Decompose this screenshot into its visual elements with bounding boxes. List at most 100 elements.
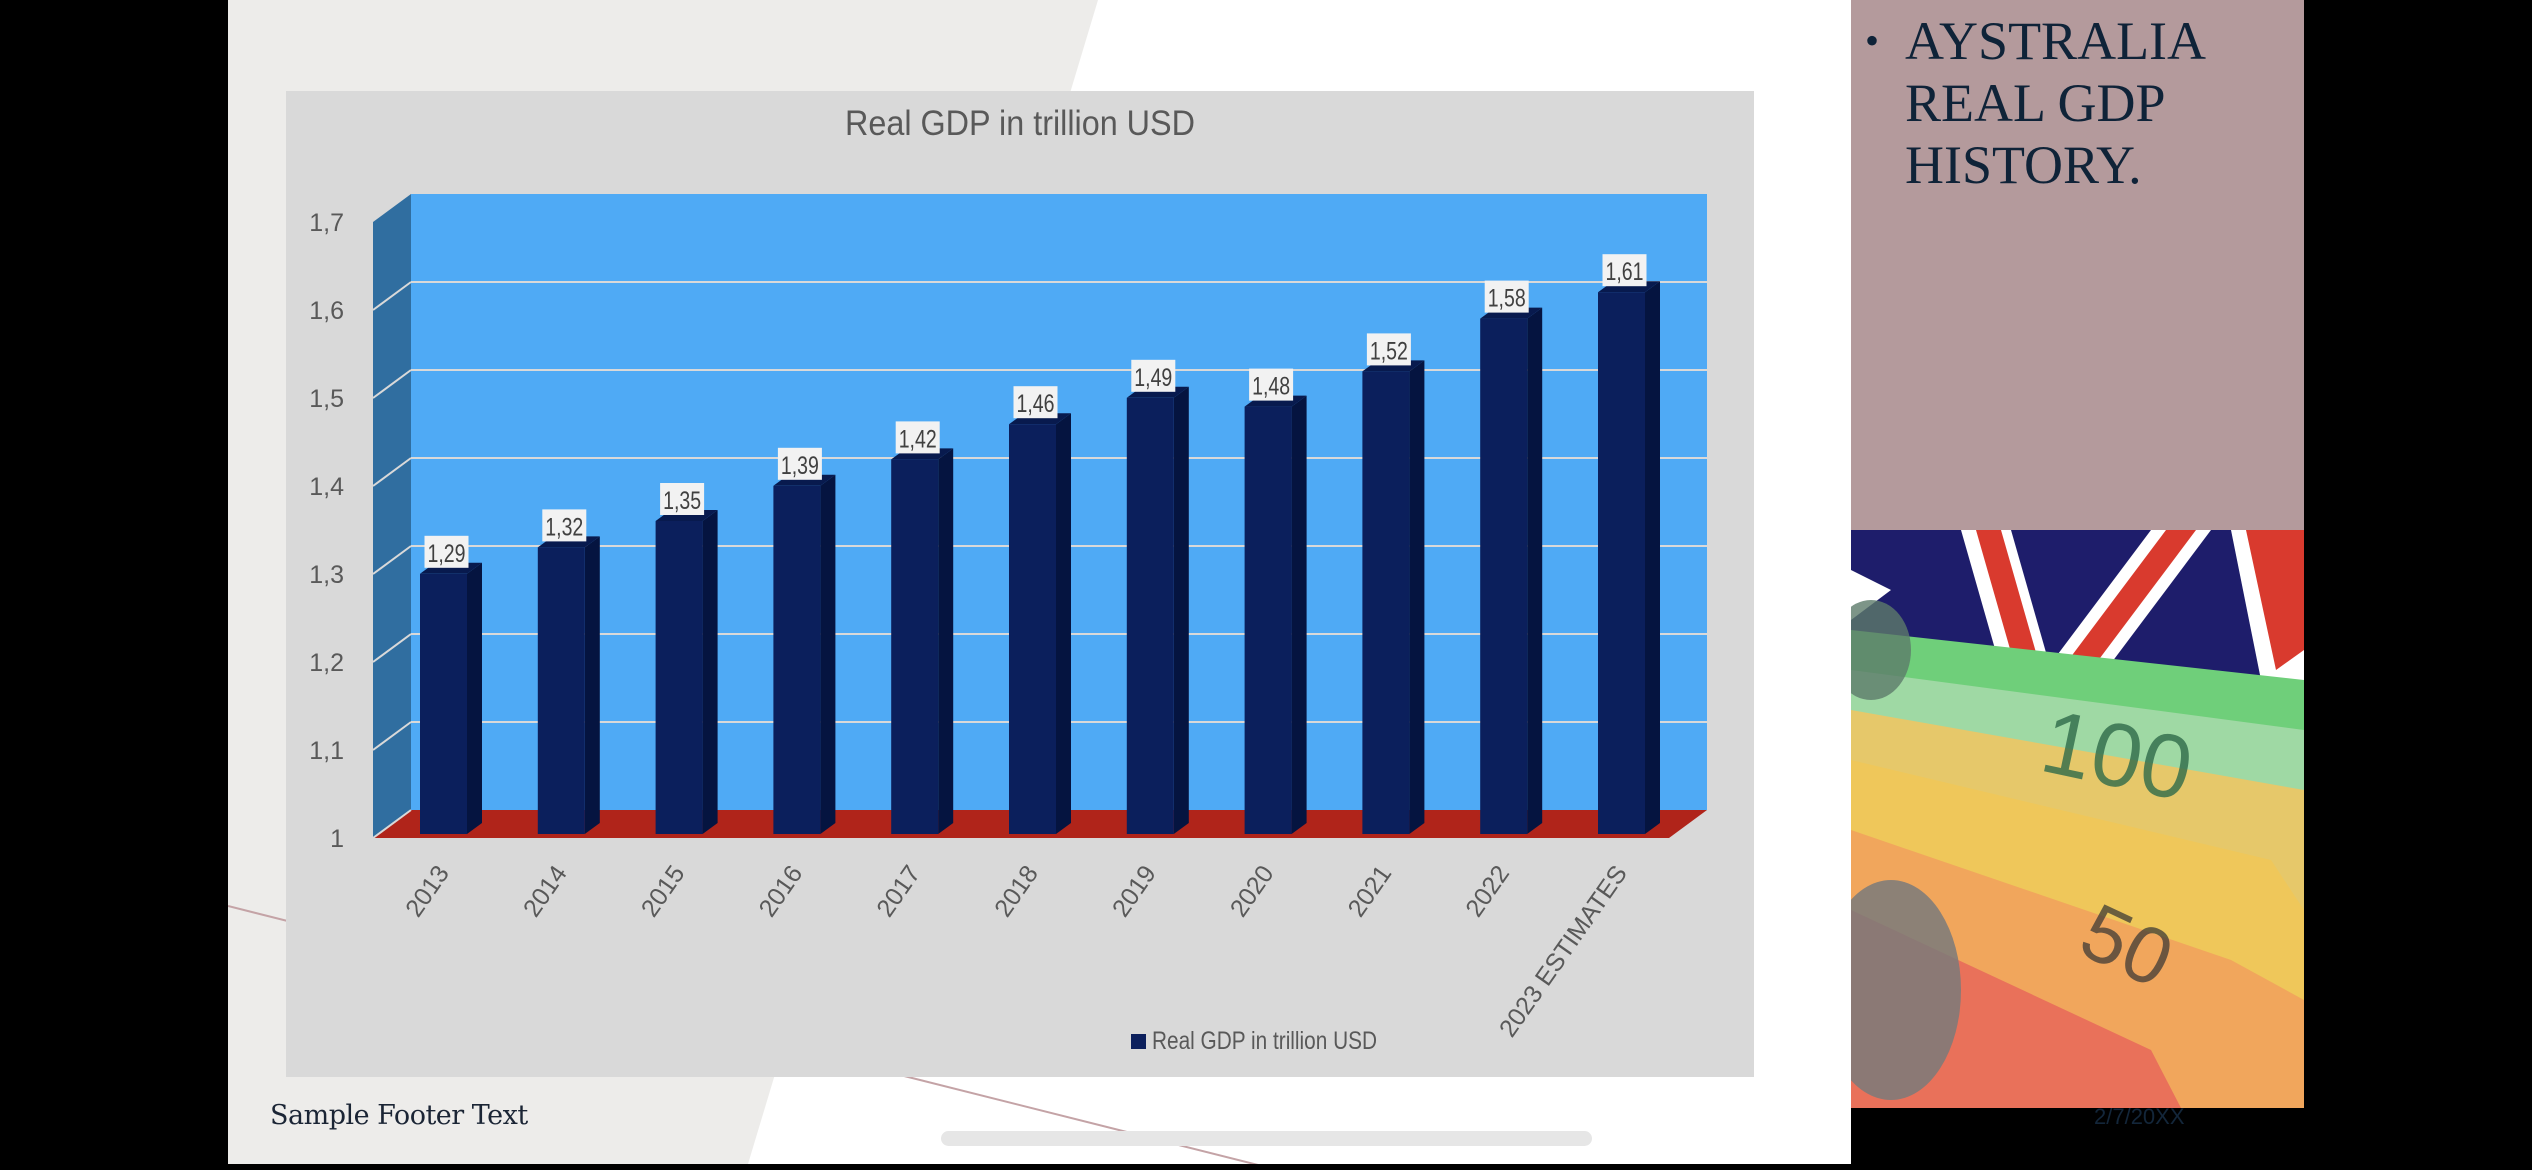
x-tick-label: 2018 xyxy=(989,860,1044,922)
bar-front xyxy=(655,521,703,834)
horizontal-scrollbar[interactable] xyxy=(941,1131,1592,1146)
data-label-bg xyxy=(1013,386,1058,419)
bar xyxy=(1362,360,1425,834)
x-tick-label: 2014 xyxy=(518,860,573,922)
y-tick-label: 1 xyxy=(330,825,344,853)
data-label-bg xyxy=(660,483,705,515)
bar-front xyxy=(1126,397,1174,834)
x-tick-label: 2023 ESTIMATES xyxy=(1494,860,1633,1042)
bar xyxy=(537,536,600,834)
data-label: 1,29 xyxy=(428,540,466,568)
bar-front xyxy=(537,547,585,834)
bar-side xyxy=(1173,386,1189,834)
data-label: 1,32 xyxy=(545,513,583,541)
side-wall xyxy=(373,194,411,838)
x-tick-label: 2013 xyxy=(400,860,455,922)
data-label-bg xyxy=(1366,333,1411,366)
gridline-side xyxy=(372,545,412,575)
bar-side xyxy=(467,562,482,834)
gridline-side xyxy=(372,721,412,751)
data-label: 1,46 xyxy=(1017,390,1055,418)
data-label-bg xyxy=(424,535,469,568)
bar-front xyxy=(1244,406,1292,834)
x-tick-label: 2016 xyxy=(753,860,808,922)
data-label-bg xyxy=(777,447,822,480)
data-label: 1,49 xyxy=(1134,364,1172,392)
data-label-bg xyxy=(1249,368,1294,401)
gridline-side xyxy=(372,633,412,663)
bar-front xyxy=(1362,371,1410,834)
bar-front xyxy=(1598,292,1645,834)
legend-label: Real GDP in trillion USD xyxy=(1152,1027,1377,1055)
chart-panel[interactable]: Real GDP in trillion USD 1 1,1 1,2 1,3 1,4 1,… xyxy=(286,91,1754,1077)
bar-front xyxy=(773,485,821,834)
bar-side xyxy=(1409,360,1425,834)
bar-side xyxy=(1645,281,1660,834)
x-tick-label: 2021 xyxy=(1342,860,1397,922)
bar-front xyxy=(1480,318,1528,835)
legend-swatch xyxy=(1131,1034,1146,1049)
y-tick-label: 1,7 xyxy=(309,209,344,237)
y-tick-label: 1,3 xyxy=(309,561,344,589)
bar-side xyxy=(1056,413,1071,834)
data-label: 1,58 xyxy=(1488,285,1526,313)
data-label: 1,35 xyxy=(663,487,701,515)
bar xyxy=(1244,395,1307,834)
slide-date: 2/7/20XX xyxy=(2094,1104,2185,1129)
bar-side xyxy=(584,536,600,834)
data-label-bg xyxy=(1484,280,1529,313)
data-label-bg xyxy=(542,509,587,542)
bar-side xyxy=(1527,307,1543,835)
x-tick-label: 2022 xyxy=(1460,860,1515,922)
bar-side xyxy=(1291,395,1307,834)
y-tick-label: 1,5 xyxy=(309,385,344,413)
chart-title: Real GDP in trillion USD xyxy=(845,104,1195,143)
bars xyxy=(420,281,1660,835)
bar-side xyxy=(938,448,954,834)
x-tick-label: 2015 xyxy=(636,860,691,922)
bar xyxy=(1009,413,1071,834)
gridline-side xyxy=(372,369,412,399)
x-tick-label: 2017 xyxy=(871,860,926,922)
slide-title: AYSTRALIA REAL GDP HISTORY. xyxy=(1905,11,2204,195)
gdp-chart: Real GDP in trillion USD 1 1,1 1,2 1,3 1,4 1,… xyxy=(309,104,1707,1055)
bar xyxy=(773,474,836,834)
data-label-bg xyxy=(1602,254,1647,287)
bar-side xyxy=(820,474,836,834)
legend: Real GDP in trillion USD xyxy=(1131,1027,1377,1055)
bar-front xyxy=(1009,424,1056,834)
gridline-side xyxy=(372,281,412,311)
floor-edge xyxy=(372,809,412,839)
data-label-bg xyxy=(1131,359,1176,392)
slide: Real GDP in trillion USD 1 1,1 1,2 1,3 1,4 1,… xyxy=(228,0,1851,1164)
y-tick-label: 1,1 xyxy=(309,737,344,765)
data-label: 1,48 xyxy=(1252,373,1290,401)
data-label: 1,52 xyxy=(1370,337,1408,365)
data-label: 1,39 xyxy=(781,452,819,480)
data-label: 1,42 xyxy=(899,425,937,453)
footer-text: Sample Footer Text xyxy=(270,1100,528,1131)
bar-front xyxy=(891,459,939,834)
y-tick-label: 1,6 xyxy=(309,297,344,325)
bar-side xyxy=(702,510,718,834)
bullet-icon: • xyxy=(1865,18,1880,63)
gridline-side xyxy=(372,457,412,487)
bar xyxy=(891,448,954,834)
data-label: 1,61 xyxy=(1606,258,1644,286)
bar xyxy=(1598,281,1660,834)
y-axis-ticks: 1 1,1 1,2 1,3 1,4 1,5 1,6 1,7 xyxy=(309,209,344,853)
bar xyxy=(1126,386,1189,834)
y-tick-label: 1,2 xyxy=(309,649,344,677)
x-axis-ticks: 2013 2014 2015 2016 2017 2018 2019 2020 2021 2022… xyxy=(400,860,1633,1042)
australia-flag-banknotes-photo: 100 50 xyxy=(1851,530,2304,1108)
data-labels: 1,29 1,32 1,35 1,39 1,42 1,46 1,49 1,48 1,52 1,58… xyxy=(424,254,1647,568)
bar-front xyxy=(420,573,467,834)
bar xyxy=(420,562,482,834)
bar xyxy=(655,510,718,834)
bar xyxy=(1480,307,1543,835)
y-tick-label: 1,4 xyxy=(309,473,344,501)
x-tick-label: 2019 xyxy=(1107,860,1162,922)
data-label-bg xyxy=(895,421,940,454)
side-title-panel: • AYSTRALIA REAL GDP HISTORY. xyxy=(1851,0,2304,530)
x-tick-label: 2020 xyxy=(1225,860,1280,922)
